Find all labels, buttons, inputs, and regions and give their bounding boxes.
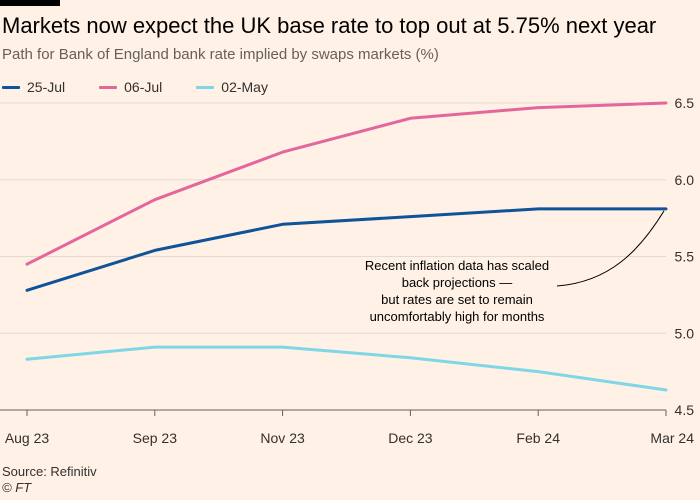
annotation: Recent inflation data has scaled back pro… <box>365 210 665 324</box>
source-note: Source: Refinitiv <box>2 464 97 479</box>
copyright: © FT <box>2 480 32 495</box>
annotation-text: back projections — <box>402 275 513 290</box>
y-axis: 4.5 5.0 5.5 6.0 6.5 <box>675 95 695 418</box>
gridlines <box>0 102 666 411</box>
legend-item-06-jul: 06-Jul <box>99 79 162 95</box>
legend-label-06-jul: 06-Jul <box>124 79 163 95</box>
y-tick-label: 6.0 <box>675 172 695 188</box>
legend-item-02-may: 02-May <box>196 79 268 95</box>
legend-label-25-jul: 25-Jul <box>27 79 66 95</box>
y-tick-label: 5.5 <box>675 249 695 265</box>
y-tick-label: 4.5 <box>675 402 695 418</box>
series-line-06-jul <box>25 101 668 266</box>
legend-label-02-may: 02-May <box>221 79 268 95</box>
legend-swatch-06-jul <box>99 85 118 89</box>
series-line-25-jul <box>25 207 668 292</box>
annotation-leader-line <box>556 210 665 287</box>
legend: 25-Jul 06-Jul 02-May <box>2 79 302 95</box>
chart-title: Markets now expect the UK base rate to t… <box>2 13 657 38</box>
y-tick-label: 6.5 <box>675 95 695 111</box>
series-line-02-may <box>25 345 668 392</box>
x-tick-label: Nov 23 <box>260 430 305 446</box>
annotation-text: but rates are set to remain <box>381 292 533 307</box>
annotation-text: Recent inflation data has scaled <box>365 258 549 273</box>
legend-item-25-jul: 25-Jul <box>2 79 65 95</box>
x-tick-label: Dec 23 <box>388 430 433 446</box>
x-axis: Aug 23 Sep 23 Nov 23 Dec 23 Feb 24 Mar 24 <box>0 409 694 446</box>
legend-swatch-02-may <box>196 85 215 89</box>
legend-swatch-25-jul <box>2 85 20 89</box>
series-lines <box>25 101 668 392</box>
x-tick-label: Aug 23 <box>5 430 50 446</box>
y-tick-label: 5.0 <box>675 325 695 341</box>
chart-subtitle: Path for Bank of England bank rate impli… <box>2 46 439 63</box>
x-tick-label: Sep 23 <box>133 430 178 446</box>
annotation-text: uncomfortably high for months <box>370 309 545 324</box>
x-tick-label: Mar 24 <box>650 430 694 446</box>
x-tick-label: Feb 24 <box>516 430 560 446</box>
brand-bar <box>0 0 60 6</box>
